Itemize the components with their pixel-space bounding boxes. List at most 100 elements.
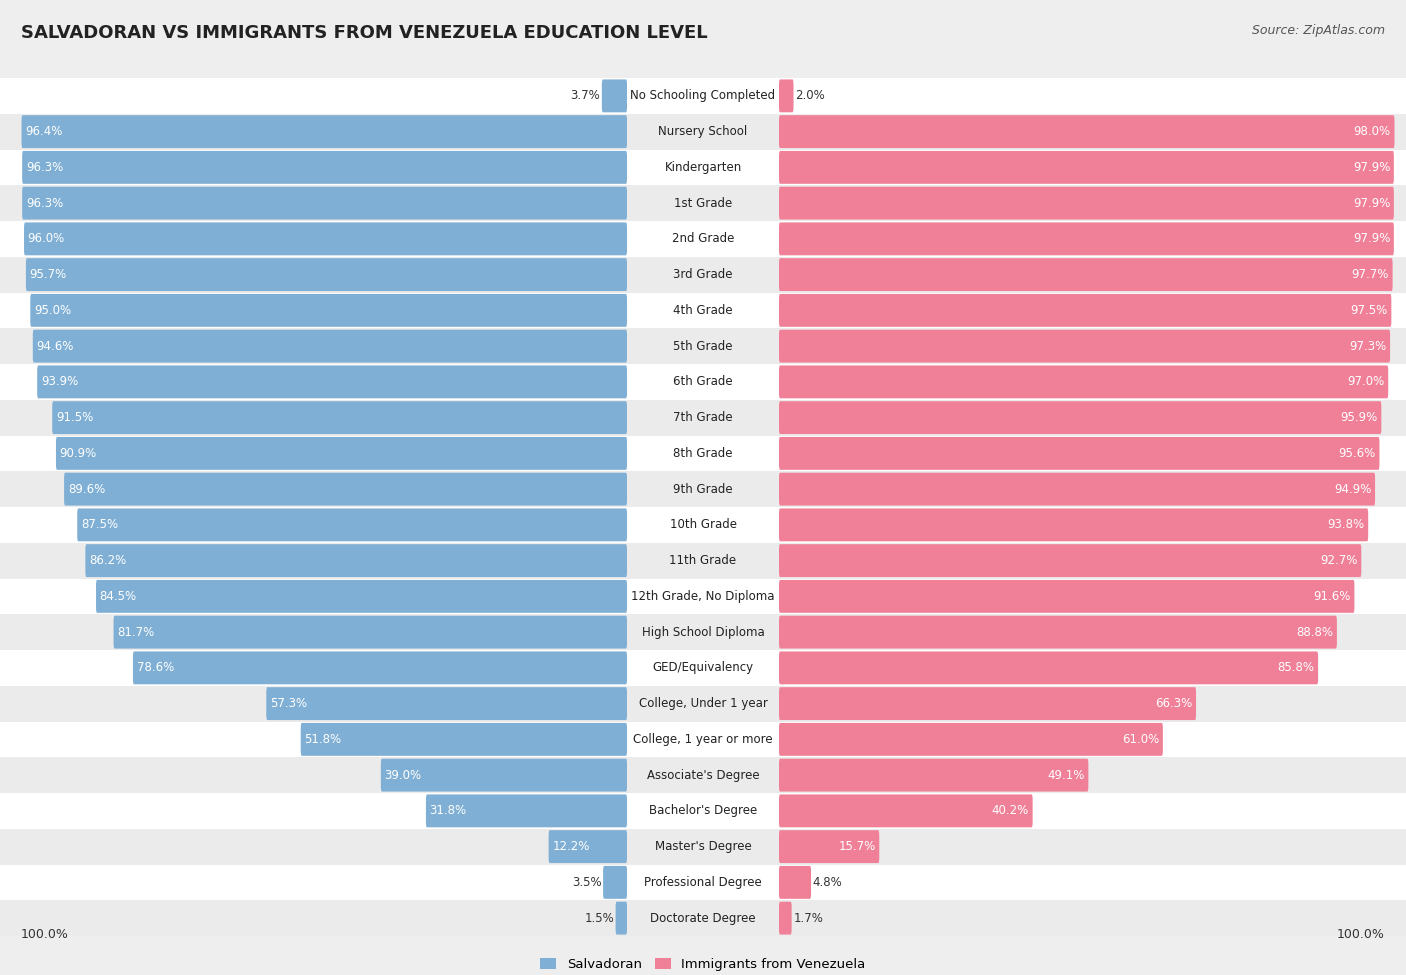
Text: 3.5%: 3.5%: [572, 876, 602, 889]
FancyBboxPatch shape: [779, 79, 793, 112]
Text: 61.0%: 61.0%: [1122, 733, 1159, 746]
Text: 96.3%: 96.3%: [25, 197, 63, 210]
FancyBboxPatch shape: [25, 258, 627, 292]
FancyBboxPatch shape: [779, 473, 1375, 506]
Text: 98.0%: 98.0%: [1354, 125, 1391, 138]
Bar: [0, 829, 1406, 865]
Text: 97.7%: 97.7%: [1351, 268, 1389, 281]
FancyBboxPatch shape: [114, 615, 627, 648]
FancyBboxPatch shape: [779, 401, 1381, 434]
FancyBboxPatch shape: [32, 330, 627, 363]
Text: 97.3%: 97.3%: [1350, 339, 1386, 353]
Text: 95.9%: 95.9%: [1340, 411, 1378, 424]
Text: 39.0%: 39.0%: [384, 768, 422, 782]
Bar: [0, 329, 1406, 364]
FancyBboxPatch shape: [616, 902, 627, 935]
Text: 12.2%: 12.2%: [553, 840, 589, 853]
FancyBboxPatch shape: [779, 366, 1388, 399]
Text: Professional Degree: Professional Degree: [644, 876, 762, 889]
Bar: [0, 685, 1406, 722]
FancyBboxPatch shape: [779, 830, 879, 863]
FancyBboxPatch shape: [779, 687, 1197, 721]
Text: Associate's Degree: Associate's Degree: [647, 768, 759, 782]
Text: 87.5%: 87.5%: [82, 519, 118, 531]
Text: 8th Grade: 8th Grade: [673, 447, 733, 460]
Bar: [0, 364, 1406, 400]
Text: 4th Grade: 4th Grade: [673, 304, 733, 317]
FancyBboxPatch shape: [779, 615, 1337, 648]
Text: 2.0%: 2.0%: [796, 90, 825, 102]
Text: 1.7%: 1.7%: [793, 912, 823, 924]
Text: 31.8%: 31.8%: [430, 804, 467, 817]
Bar: [0, 614, 1406, 650]
Bar: [0, 865, 1406, 900]
Text: 3.7%: 3.7%: [571, 90, 600, 102]
Text: 90.9%: 90.9%: [59, 447, 97, 460]
FancyBboxPatch shape: [779, 651, 1317, 684]
Bar: [0, 149, 1406, 185]
Text: 96.0%: 96.0%: [28, 232, 65, 246]
FancyBboxPatch shape: [602, 79, 627, 112]
FancyBboxPatch shape: [779, 437, 1379, 470]
FancyBboxPatch shape: [779, 115, 1395, 148]
Bar: [0, 507, 1406, 543]
FancyBboxPatch shape: [266, 687, 627, 721]
Text: 1st Grade: 1st Grade: [673, 197, 733, 210]
Bar: [0, 400, 1406, 436]
FancyBboxPatch shape: [96, 580, 627, 613]
Text: 100.0%: 100.0%: [1337, 927, 1385, 941]
FancyBboxPatch shape: [24, 222, 627, 255]
Bar: [0, 471, 1406, 507]
Text: 97.9%: 97.9%: [1353, 232, 1391, 246]
Text: 15.7%: 15.7%: [838, 840, 876, 853]
Text: No Schooling Completed: No Schooling Completed: [630, 90, 776, 102]
Text: 88.8%: 88.8%: [1296, 626, 1333, 639]
Bar: [0, 543, 1406, 578]
Text: 7th Grade: 7th Grade: [673, 411, 733, 424]
Text: 12th Grade, No Diploma: 12th Grade, No Diploma: [631, 590, 775, 603]
Text: 1.5%: 1.5%: [583, 912, 614, 924]
Text: High School Diploma: High School Diploma: [641, 626, 765, 639]
Bar: [0, 185, 1406, 221]
Text: 6th Grade: 6th Grade: [673, 375, 733, 388]
FancyBboxPatch shape: [779, 151, 1393, 184]
Text: 9th Grade: 9th Grade: [673, 483, 733, 495]
Bar: [0, 114, 1406, 149]
Text: 94.6%: 94.6%: [37, 339, 75, 353]
Bar: [0, 900, 1406, 936]
Bar: [0, 758, 1406, 793]
Text: Master's Degree: Master's Degree: [655, 840, 751, 853]
Text: 97.9%: 97.9%: [1353, 161, 1391, 174]
Text: 91.6%: 91.6%: [1313, 590, 1351, 603]
Text: Nursery School: Nursery School: [658, 125, 748, 138]
FancyBboxPatch shape: [22, 151, 627, 184]
FancyBboxPatch shape: [779, 330, 1391, 363]
Text: 84.5%: 84.5%: [100, 590, 136, 603]
FancyBboxPatch shape: [56, 437, 627, 470]
Text: 85.8%: 85.8%: [1278, 661, 1315, 675]
Text: 5th Grade: 5th Grade: [673, 339, 733, 353]
Legend: Salvadoran, Immigrants from Venezuela: Salvadoran, Immigrants from Venezuela: [536, 953, 870, 975]
FancyBboxPatch shape: [779, 759, 1088, 792]
Text: 57.3%: 57.3%: [270, 697, 307, 710]
FancyBboxPatch shape: [779, 580, 1354, 613]
Text: SALVADORAN VS IMMIGRANTS FROM VENEZUELA EDUCATION LEVEL: SALVADORAN VS IMMIGRANTS FROM VENEZUELA …: [21, 24, 707, 42]
Text: 97.5%: 97.5%: [1350, 304, 1388, 317]
Text: 2nd Grade: 2nd Grade: [672, 232, 734, 246]
FancyBboxPatch shape: [37, 366, 627, 399]
Text: 49.1%: 49.1%: [1047, 768, 1084, 782]
Text: 11th Grade: 11th Grade: [669, 554, 737, 567]
FancyBboxPatch shape: [426, 795, 627, 828]
FancyBboxPatch shape: [779, 508, 1368, 541]
FancyBboxPatch shape: [603, 866, 627, 899]
FancyBboxPatch shape: [65, 473, 627, 506]
Text: Bachelor's Degree: Bachelor's Degree: [650, 804, 756, 817]
Text: 100.0%: 100.0%: [21, 927, 69, 941]
FancyBboxPatch shape: [779, 186, 1393, 219]
Text: College, 1 year or more: College, 1 year or more: [633, 733, 773, 746]
Text: 89.6%: 89.6%: [67, 483, 105, 495]
Bar: [0, 78, 1406, 114]
Text: 97.9%: 97.9%: [1353, 197, 1391, 210]
Text: 97.0%: 97.0%: [1347, 375, 1385, 388]
Bar: [0, 793, 1406, 829]
